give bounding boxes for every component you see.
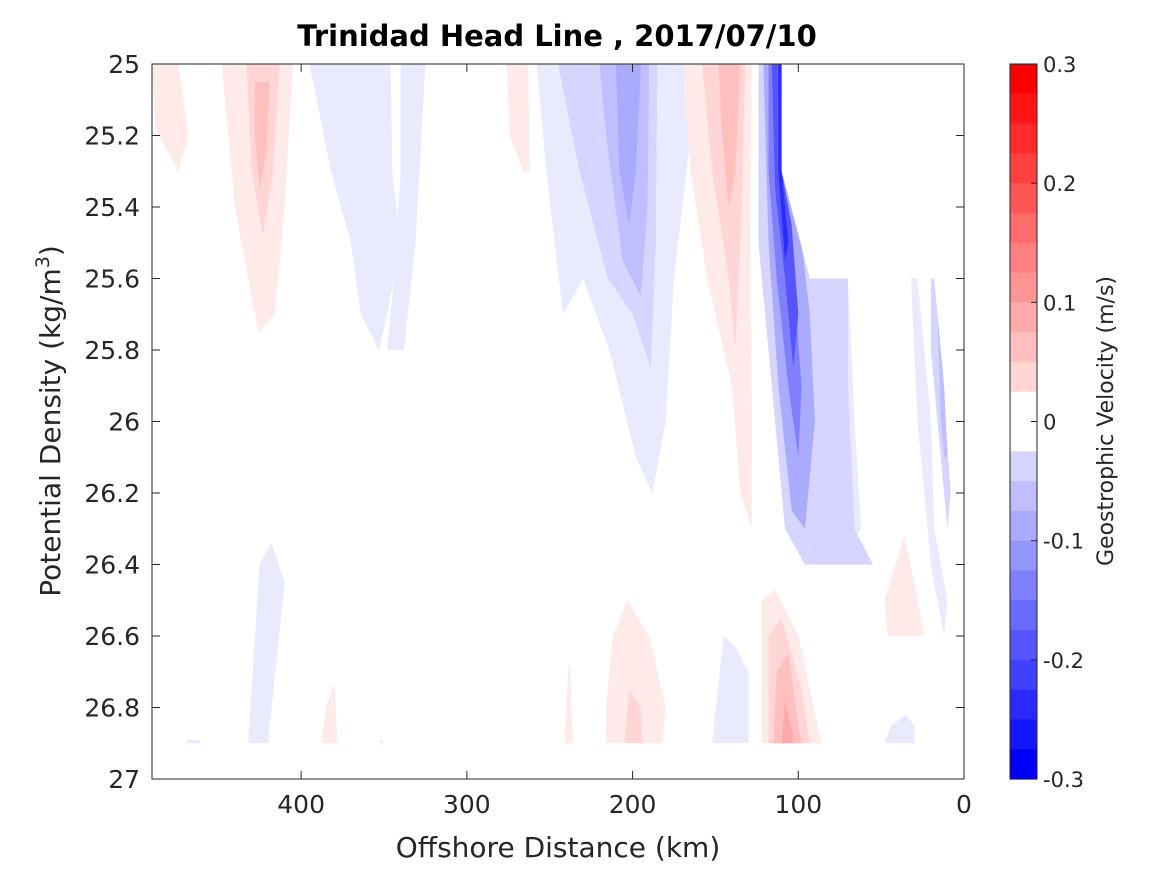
no-data-region xyxy=(781,64,964,279)
colorbar-ticks: 0.3 0.2 0.1 0 -0.1 -0.2 -0.3 xyxy=(1031,53,1084,792)
y-tick-label: 25.4 xyxy=(84,193,140,222)
contour-patch xyxy=(911,189,948,636)
contour-patch xyxy=(379,739,384,744)
colorbar-band xyxy=(1010,93,1037,125)
contour-patch xyxy=(314,682,338,744)
colorbar-band xyxy=(1010,659,1037,691)
y-tick-label: 25.8 xyxy=(84,336,140,365)
colorbar-band xyxy=(1010,361,1037,393)
contour-patch xyxy=(606,600,666,744)
contour-patch xyxy=(718,64,741,207)
contour-patch xyxy=(624,689,643,744)
y-axis-label: Potential Density (kg/m3) xyxy=(32,245,67,597)
colorbar-band xyxy=(1010,719,1037,750)
contour-patch xyxy=(254,81,270,190)
colorbar-band xyxy=(1010,689,1037,721)
y-axis-label-close: ) xyxy=(34,245,67,256)
colorbar-band xyxy=(1010,332,1037,363)
colorbar: 0.3 0.2 0.1 0 -0.1 -0.2 -0.3 Geostrophic Veloc… xyxy=(1009,53,1119,792)
x-tick-label: 0 xyxy=(956,790,972,819)
colorbar-band xyxy=(1010,570,1037,601)
colorbar-band xyxy=(1010,272,1037,303)
contour-patch xyxy=(781,700,794,744)
colorbar-band xyxy=(1010,153,1037,184)
y-tick-label: 26 xyxy=(108,408,140,437)
colorbar-band xyxy=(1010,451,1037,482)
x-tick-label: 400 xyxy=(277,790,325,819)
contour-patch xyxy=(309,64,401,350)
contour-patch xyxy=(506,64,530,172)
y-tick-label: 25.2 xyxy=(84,122,140,151)
contour-patch xyxy=(185,739,202,744)
y-tick-label: 26.2 xyxy=(84,479,140,508)
y-tick-label: 26.4 xyxy=(84,551,140,580)
no-data-region xyxy=(152,743,964,779)
colorbar-tick-label: 0 xyxy=(1043,411,1056,435)
contour-patch xyxy=(884,535,925,636)
chart-title: Trinidad Head Line , 2017/07/10 xyxy=(297,19,817,53)
y-tick-label: 25.6 xyxy=(84,265,140,294)
colorbar-band xyxy=(1010,391,1037,423)
x-tick-label: 200 xyxy=(609,790,657,819)
colorbar-band xyxy=(1010,123,1037,154)
contour-patch xyxy=(152,64,189,172)
contour-patch xyxy=(387,64,426,350)
y-tick-label: 25 xyxy=(108,50,140,79)
colorbar-tick-label: 0.2 xyxy=(1043,172,1076,196)
contour-layer xyxy=(152,64,951,744)
contour-patch xyxy=(884,714,915,744)
colorbar-band xyxy=(1010,212,1037,244)
colorbar-band xyxy=(1010,183,1037,214)
colorbar-band xyxy=(1010,421,1037,452)
y-axis-label-main: Potential Density (kg/m xyxy=(34,268,67,597)
x-tick-label: 300 xyxy=(443,790,491,819)
colorbar-label: Geostrophic Velocity (m/s) xyxy=(1094,276,1119,566)
colorbar-band xyxy=(1010,630,1037,661)
colorbar-band xyxy=(1010,64,1037,95)
contour-patch xyxy=(773,653,802,744)
x-axis-label: Offshore Distance (km) xyxy=(396,831,721,864)
x-axis: 400 300 200 100 0 xyxy=(277,64,972,819)
colorbar-tick-label: 0.1 xyxy=(1043,291,1076,315)
contour-patch xyxy=(564,661,573,744)
colorbar-band xyxy=(1010,242,1037,274)
colorbar-tick-label: -0.2 xyxy=(1043,649,1084,673)
contour-patch xyxy=(712,636,749,744)
contour-patch xyxy=(248,543,285,744)
colorbar-tick-label: -0.1 xyxy=(1043,530,1084,554)
y-axis: 25 25.2 25.4 25.6 25.8 26 26.2 26.4 26.6 26.8 27 xyxy=(84,50,964,794)
colorbar-band xyxy=(1010,302,1037,333)
colorbar-band xyxy=(1010,600,1037,631)
plot-area xyxy=(151,63,965,780)
colorbar-tick-label: 0.3 xyxy=(1043,53,1076,77)
contour-patch xyxy=(616,64,641,225)
colorbar-band xyxy=(1010,481,1037,512)
colorbar-bands xyxy=(1010,64,1037,780)
y-tick-label: 27 xyxy=(108,765,140,794)
colorbar-tick-label: -0.3 xyxy=(1043,768,1084,792)
nodata-layer xyxy=(152,64,964,779)
contour-patch xyxy=(778,64,789,261)
y-tick-label: 26.8 xyxy=(84,694,140,723)
colorbar-band xyxy=(1010,540,1037,572)
colorbar-band xyxy=(1010,749,1037,780)
y-tick-label: 26.6 xyxy=(84,622,140,651)
colorbar-band xyxy=(1010,510,1037,542)
x-tick-label: 100 xyxy=(774,790,822,819)
contour-patch xyxy=(937,314,948,458)
y-axis-label-sup: 3 xyxy=(32,256,54,268)
